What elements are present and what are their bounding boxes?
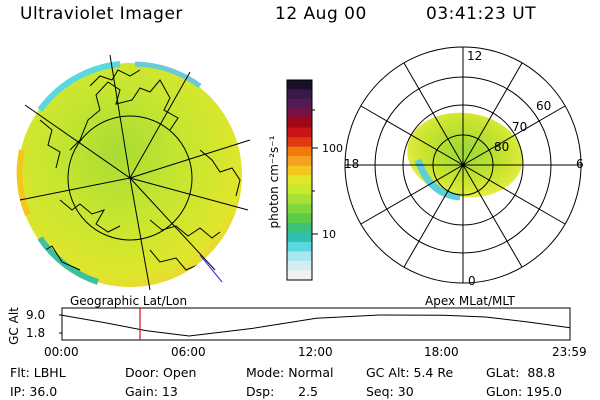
instrument-title: Ultraviolet Imager	[20, 4, 183, 24]
auroral-oval	[407, 112, 523, 198]
colorbar-cell	[287, 260, 312, 272]
limb-glow	[37, 236, 99, 285]
colorbar-cell	[287, 146, 312, 157]
gc-alt-line	[61, 314, 571, 337]
xtick-23-59: 23:59	[552, 345, 587, 359]
colorbar-ticks	[312, 109, 318, 235]
gc-alt-timeline	[61, 308, 571, 340]
status-flt: Flt: LBHL	[10, 365, 66, 380]
status-dsp: Dsp: 2.5	[246, 384, 319, 399]
xtick-06-00: 06:00	[171, 345, 206, 359]
colorbar-cell	[287, 99, 312, 110]
mlat-label-60: 60	[536, 99, 551, 113]
colorbar-cell	[287, 184, 312, 195]
status-mode: Mode: Normal	[246, 365, 334, 380]
colorbar-cell	[287, 175, 312, 186]
colorbar-tick-100: 100	[322, 142, 343, 155]
polar-plot: 12 18 6 0 60 70 80	[344, 46, 584, 288]
status-seq: Seq: 30	[366, 384, 414, 399]
colorbar-cell	[287, 80, 312, 91]
mlat-label-80: 80	[494, 140, 509, 154]
ytick-label-9: 9.0	[26, 308, 45, 322]
xtick-12-00: 12:00	[298, 345, 333, 359]
colorbar-cell	[287, 232, 312, 243]
colorbar-cell	[287, 222, 312, 233]
timeline-frame	[61, 307, 571, 341]
colorbar-cell	[287, 165, 312, 176]
status-ip: IP: 36.0	[10, 384, 58, 399]
limb-glow	[37, 61, 121, 112]
colorbar-cell	[287, 127, 312, 138]
terminator-line	[199, 254, 223, 283]
colorbar-cell	[287, 213, 312, 224]
timeline-ylabel: GC Alt	[7, 307, 21, 345]
mlt-label-12: 12	[467, 49, 482, 63]
colorbar-cell	[287, 108, 312, 119]
colorbar	[286, 79, 313, 281]
colorbar-cell	[287, 203, 312, 214]
colorbar-label: photon cm⁻²s⁻¹	[267, 135, 281, 228]
geographic-map	[16, 54, 251, 291]
status-gain: Gain: 13	[125, 384, 178, 399]
colorbar-cell	[287, 251, 312, 262]
colorbar-cell	[287, 270, 312, 281]
mlat-label-70: 70	[512, 120, 527, 134]
colorbar-cell	[287, 241, 312, 253]
colorbar-cell	[287, 89, 312, 100]
status-door: Door: Open	[125, 365, 197, 380]
map-caption: Geographic Lat/Lon	[70, 294, 188, 308]
colorbar-cell	[287, 118, 312, 129]
status-glon: GLon: 195.0	[486, 384, 562, 399]
lat-lon-grid	[19, 54, 251, 291]
status-glat: GLat: 88.8	[486, 365, 556, 380]
colorbar-cell	[287, 137, 312, 148]
xtick-18-00: 18:00	[424, 345, 459, 359]
status-gc-alt: GC Alt: 5.4 Re	[366, 365, 454, 380]
mlt-label-6: 6	[576, 157, 584, 171]
oval-cyan-edge	[414, 158, 461, 201]
dayside-edge	[16, 149, 31, 217]
image-date: 12 Aug 00	[275, 4, 367, 24]
polar-caption: Apex MLat/MLT	[425, 294, 515, 308]
ytick-label-1.8: 1.8	[26, 326, 45, 340]
limb-glow	[134, 61, 202, 89]
mlt-label-0: 0	[468, 274, 476, 288]
mlt-label-18: 18	[344, 157, 359, 171]
image-time: 03:41:23 UT	[426, 4, 537, 24]
xtick-00-00: 00:00	[44, 345, 79, 359]
coastlines	[29, 69, 241, 271]
colorbar-tick-10: 10	[322, 228, 336, 241]
colorbar-frame	[286, 79, 313, 281]
colorbar-cell	[287, 156, 312, 167]
colorbar-cell	[287, 194, 312, 205]
polar-grid	[344, 46, 582, 284]
